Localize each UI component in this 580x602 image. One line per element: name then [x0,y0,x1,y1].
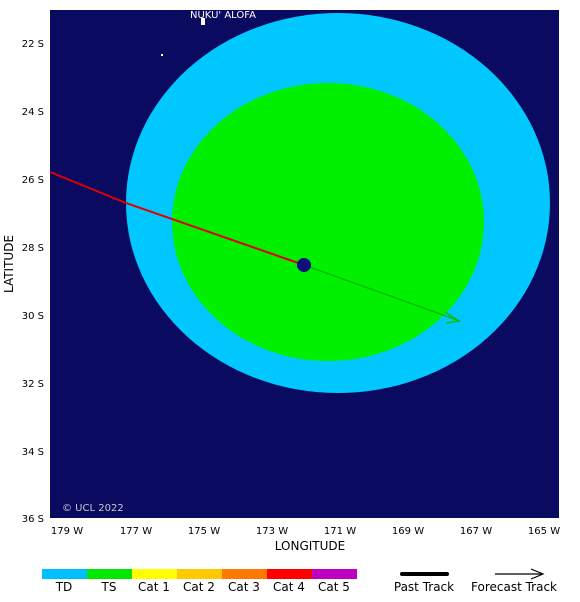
x-axis-title: LONGITUDE [275,539,345,553]
legend-swatch-cat1 [132,569,177,579]
forecast-track-legend-arrowhead [530,568,545,580]
latitude-ticks: 22 S 24 S 26 S 28 S 30 S 32 S 34 S 36 S [22,39,44,525]
legend-label-td: TD [55,580,73,594]
copyright-label: © UCL 2022 [62,503,124,514]
lat-tick-label: 36 S [22,514,44,525]
legend-label-cat5: Cat 5 [318,580,350,594]
lon-tick-label: 177 W [120,526,152,537]
storm-center-marker [297,258,311,272]
lon-tick-label: 179 W [51,526,83,537]
lon-tick-label: 169 W [392,526,424,537]
legend-label-ts: TS [101,580,117,594]
lon-tick-label: 167 W [460,526,492,537]
legend-swatch-td [42,569,87,579]
forecast-track-arrowhead [444,311,462,324]
legend-swatch-cat2 [177,569,222,579]
legend-swatch-ts [87,569,132,579]
legend-swatch-cat4 [267,569,312,579]
legend-swatch-cat5 [312,569,357,579]
past-track-line [49,171,305,266]
lat-tick-label: 24 S [22,107,44,118]
legend-label-cat1: Cat 1 [138,580,170,594]
lat-tick-label: 32 S [22,379,44,390]
lat-tick-label: 28 S [22,243,44,254]
lat-tick-label: 34 S [22,447,44,458]
island-dot [161,54,163,56]
lat-tick-label: 22 S [22,39,44,50]
y-axis-title: LATITUDE [2,235,16,293]
past-track-legend-label: Past Track [394,580,454,594]
lat-tick-label: 30 S [22,311,44,322]
ts-wind-field-area [172,83,484,361]
legend-label-cat3: Cat 3 [228,580,260,594]
longitude-ticks: 179 W 177 W 175 W 173 W 171 W 169 W 167 … [51,526,560,537]
legend-label-cat2: Cat 2 [183,580,215,594]
legend-label-cat4: Cat 4 [273,580,305,594]
track-legend: Past Track Forecast Track [394,568,557,594]
lon-tick-label: 171 W [324,526,356,537]
lat-tick-label: 26 S [22,175,44,186]
lon-tick-label: 165 W [528,526,560,537]
lon-tick-label: 173 W [256,526,288,537]
island-tongatapu [201,18,205,25]
forecast-track-legend-label: Forecast Track [471,580,557,594]
place-label-nukualofa: NUKU' ALOFA [190,10,256,21]
legend-swatch-cat3 [222,569,267,579]
lon-tick-label: 175 W [188,526,220,537]
intensity-legend: TD TS Cat 1 Cat 2 Cat 3 Cat 4 Cat 5 [42,569,357,594]
forecast-track-line [303,264,458,321]
